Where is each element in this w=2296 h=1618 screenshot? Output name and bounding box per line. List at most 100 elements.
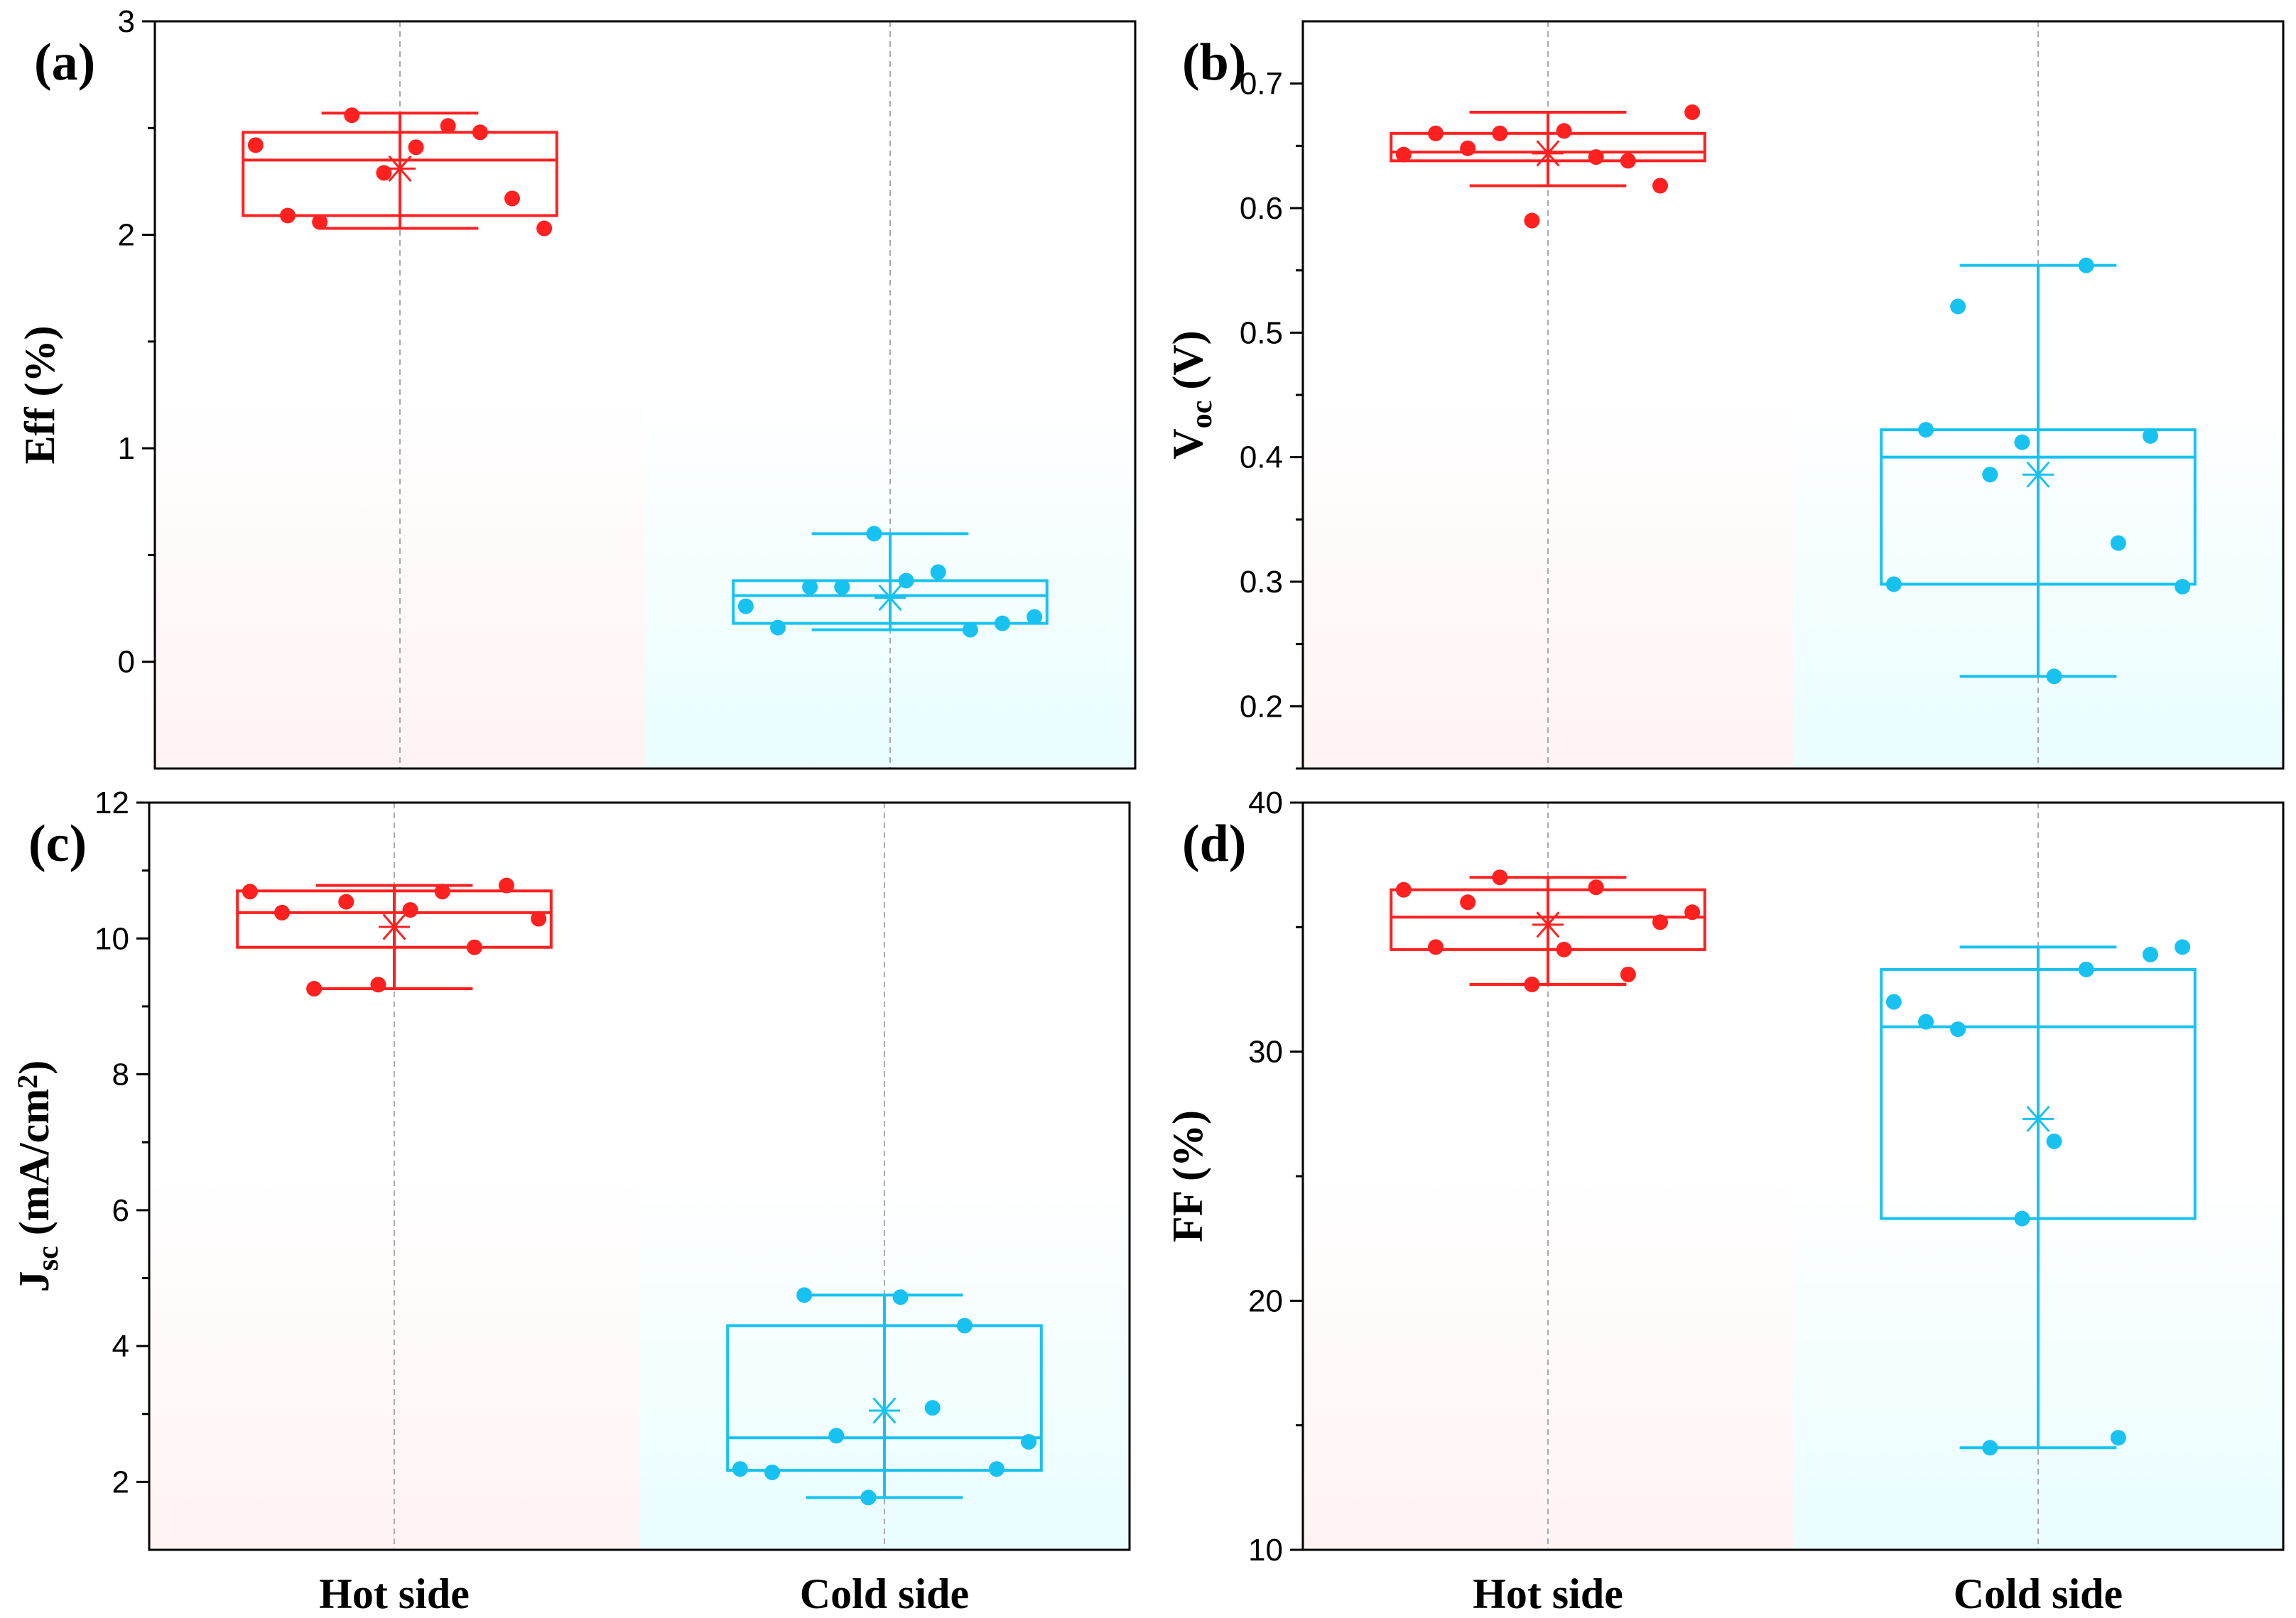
panel-label: (b) bbox=[1182, 33, 1246, 92]
data-point bbox=[1027, 609, 1043, 625]
data-point bbox=[2078, 257, 2094, 273]
data-point bbox=[1950, 298, 1966, 315]
data-point bbox=[504, 190, 520, 207]
y-tick-label: 40 bbox=[1248, 786, 1283, 820]
y-axis-title: Eff (%) bbox=[16, 326, 63, 465]
data-point bbox=[498, 877, 514, 894]
x-category-label-cold: Cold side bbox=[1954, 1570, 2123, 1617]
data-point bbox=[1885, 994, 1902, 1010]
mean-marker bbox=[1532, 911, 1564, 938]
box-body bbox=[1880, 967, 2197, 1220]
data-point bbox=[1021, 1433, 1037, 1450]
y-axis-title: FF (%) bbox=[1164, 1110, 1211, 1242]
panel-label: (d) bbox=[1182, 815, 1246, 873]
data-point bbox=[312, 214, 328, 230]
panel-label: (a) bbox=[34, 33, 95, 92]
data-point bbox=[2175, 939, 2191, 955]
data-point bbox=[2014, 1210, 2030, 1227]
box-body bbox=[1390, 888, 1706, 951]
mean-marker bbox=[379, 913, 410, 940]
data-point bbox=[764, 1464, 781, 1480]
data-point bbox=[732, 1461, 748, 1477]
data-point bbox=[466, 939, 482, 955]
data-point bbox=[1428, 125, 1444, 141]
data-point bbox=[1524, 212, 1540, 229]
data-point bbox=[1950, 1021, 1966, 1038]
data-point bbox=[1684, 104, 1701, 120]
box-hot-side bbox=[1390, 869, 1706, 992]
data-point bbox=[1524, 976, 1540, 992]
plot-frame bbox=[153, 20, 1137, 770]
data-point bbox=[344, 107, 360, 124]
x-category-label-hot: Hot side bbox=[319, 1570, 470, 1617]
y-tick-label: 2 bbox=[118, 218, 135, 253]
y-tick-label: 0 bbox=[118, 645, 135, 680]
y-tick-label: 0.3 bbox=[1240, 565, 1283, 599]
data-point bbox=[1588, 879, 1604, 896]
data-point bbox=[434, 884, 450, 900]
data-point bbox=[338, 894, 354, 910]
y-tick-label: 20 bbox=[1248, 1283, 1283, 1318]
y-tick-label: 0.5 bbox=[1240, 315, 1283, 350]
mean-marker bbox=[874, 584, 906, 612]
y-tick-label: 10 bbox=[94, 921, 129, 956]
data-point bbox=[280, 207, 296, 224]
data-point bbox=[2078, 961, 2094, 977]
panel-b: 0.2 0.3 0.4 0.5 0.6 0.7(b) Voc (V) bbox=[1164, 20, 2285, 770]
data-point bbox=[924, 1400, 941, 1416]
data-point bbox=[1652, 914, 1668, 930]
data-point bbox=[796, 1287, 813, 1303]
box-cold-side bbox=[1880, 939, 2197, 1456]
data-point bbox=[1982, 467, 1998, 483]
data-point bbox=[860, 1489, 877, 1506]
data-point bbox=[2046, 668, 2062, 685]
data-point bbox=[1620, 966, 1636, 982]
data-point bbox=[1684, 904, 1701, 921]
data-point bbox=[306, 981, 323, 997]
box-cold-side bbox=[1880, 257, 2197, 685]
data-point bbox=[898, 572, 914, 589]
y-tick-label: 0.4 bbox=[1240, 440, 1283, 475]
y-tick-label: 0.6 bbox=[1240, 191, 1283, 226]
y-tick-label: 2 bbox=[112, 1465, 129, 1499]
data-point bbox=[2110, 1430, 2126, 1446]
data-point bbox=[402, 902, 418, 918]
data-point bbox=[988, 1461, 1004, 1477]
data-point bbox=[536, 220, 553, 237]
data-point bbox=[531, 911, 547, 927]
data-point bbox=[770, 619, 786, 636]
data-point bbox=[1428, 939, 1444, 955]
data-point bbox=[737, 598, 754, 614]
data-point bbox=[370, 977, 386, 993]
y-axis-title: Jsc (mA/cm2) bbox=[11, 1060, 65, 1293]
box-hot-side bbox=[1390, 104, 1706, 229]
data-point bbox=[892, 1289, 909, 1305]
data-point bbox=[408, 139, 424, 156]
data-point bbox=[2110, 535, 2126, 551]
plot-frame bbox=[148, 801, 1131, 1551]
x-category-label-hot: Hot side bbox=[1473, 1570, 1623, 1617]
data-point bbox=[1395, 881, 1412, 898]
data-point bbox=[2175, 579, 2191, 595]
panel-label: (c) bbox=[28, 815, 87, 873]
data-point bbox=[472, 124, 488, 141]
y-tick-label: 8 bbox=[112, 1058, 129, 1092]
data-point bbox=[1492, 869, 1508, 886]
panel-d: 10 20 30 40(d) FF (%) Hot side Cold side bbox=[1164, 786, 2285, 1617]
mean-marker bbox=[2022, 1105, 2054, 1132]
data-point bbox=[994, 615, 1010, 631]
data-point bbox=[2142, 428, 2158, 444]
y-tick-label: 4 bbox=[112, 1329, 129, 1364]
panel-c: 2 4 6 8 10 12(c) Jsc (mA/cm2) Hot side Cold side bbox=[11, 786, 1131, 1617]
data-point bbox=[1620, 153, 1636, 169]
y-tick-label: 6 bbox=[112, 1193, 129, 1228]
x-category-label-cold: Cold side bbox=[800, 1570, 969, 1617]
y-tick-label: 3 bbox=[118, 4, 135, 39]
box-body bbox=[242, 131, 558, 217]
data-point bbox=[247, 137, 264, 153]
data-point bbox=[1982, 1440, 1998, 1456]
box-hot-side bbox=[236, 877, 553, 997]
data-point bbox=[866, 526, 882, 542]
data-point bbox=[2046, 1133, 2062, 1149]
